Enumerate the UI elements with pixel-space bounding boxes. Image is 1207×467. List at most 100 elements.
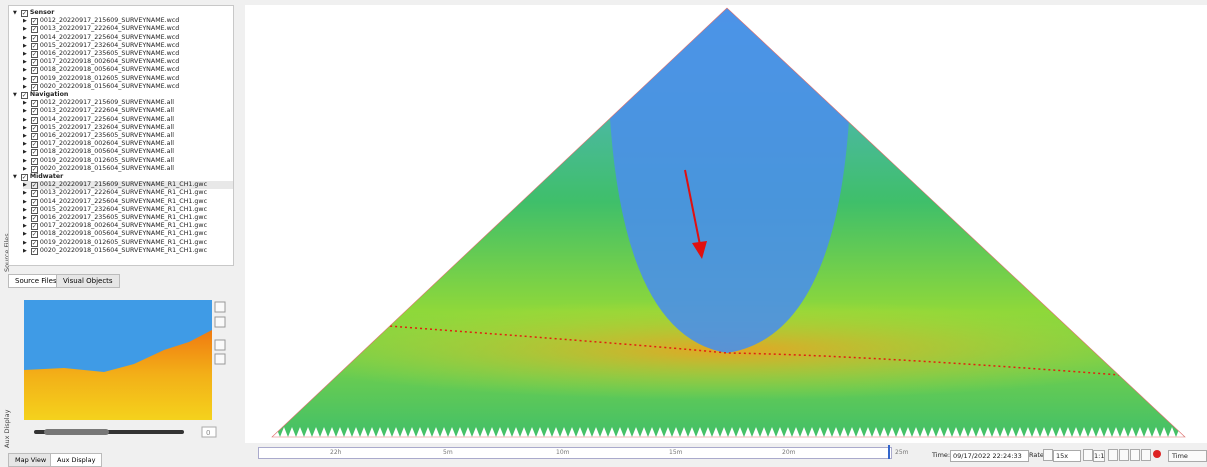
tree-item[interactable]: ▶✓0014_20220917_225604_SURVEYNAME_R1_CH1…	[23, 198, 207, 206]
tree-item[interactable]: ▶✓0019_20220918_012605_SURVEYNAME.all	[23, 157, 174, 165]
expander[interactable]: ▶	[23, 125, 27, 131]
checkbox[interactable]: ✓	[31, 158, 38, 165]
checkbox[interactable]: ✓	[21, 10, 28, 17]
checkbox[interactable]: ✓	[31, 67, 38, 74]
expander[interactable]: ▶	[23, 43, 27, 49]
tree-group[interactable]: ▼✓Navigation	[13, 91, 68, 99]
checkbox[interactable]: ✓	[21, 174, 28, 181]
tree-item[interactable]: ▶✓0014_20220917_225604_SURVEYNAME.wcd	[23, 34, 179, 42]
checkbox[interactable]: ✓	[31, 149, 38, 156]
slower-button[interactable]	[1043, 449, 1053, 461]
tool-button[interactable]	[215, 340, 225, 350]
expander[interactable]: ▶	[23, 190, 27, 196]
expander[interactable]: ▶	[23, 59, 27, 65]
tree-group[interactable]: ▼✓Midwater	[13, 173, 63, 181]
checkbox[interactable]: ✓	[31, 51, 38, 58]
checkbox[interactable]: ✓	[31, 43, 38, 50]
expander[interactable]: ▼	[13, 174, 17, 180]
checkbox[interactable]: ✓	[31, 59, 38, 66]
tree-item[interactable]: ▶✓0012_20220917_215609_SURVEYNAME.wcd	[23, 17, 179, 25]
tree-item[interactable]: ▶✓0015_20220917_232604_SURVEYNAME.all	[23, 124, 174, 132]
expander[interactable]: ▶	[23, 35, 27, 41]
expander[interactable]: ▶	[23, 207, 27, 213]
checkbox[interactable]: ✓	[31, 166, 38, 173]
tool-button[interactable]	[215, 317, 225, 327]
tab[interactable]: Visual Objects	[56, 274, 120, 288]
expander[interactable]: ▶	[23, 51, 27, 57]
checkbox[interactable]: ✓	[31, 76, 38, 83]
tree-item[interactable]: ▶✓0018_20220918_005604_SURVEYNAME.all	[23, 148, 174, 156]
tool-button[interactable]	[215, 302, 225, 312]
ratio-button[interactable]: 1:1	[1093, 450, 1105, 462]
checkbox[interactable]: ✓	[31, 26, 38, 33]
expander[interactable]: ▶	[23, 108, 27, 114]
tree-item[interactable]: ▶✓0016_20220917_235605_SURVEYNAME.all	[23, 132, 174, 140]
tree-item[interactable]: ▶✓0020_20220918_015604_SURVEYNAME_R1_CH1…	[23, 247, 207, 255]
expander[interactable]: ▶	[23, 76, 27, 82]
timeline[interactable]	[258, 447, 892, 459]
expander[interactable]: ▶	[23, 248, 27, 254]
expander[interactable]: ▶	[23, 18, 27, 24]
tree-item[interactable]: ▶✓0012_20220917_215609_SURVEYNAME_R1_CH1…	[23, 181, 233, 189]
record-button[interactable]	[1153, 450, 1161, 458]
checkbox[interactable]: ✓	[31, 141, 38, 148]
tree-item[interactable]: ▶✓0017_20220918_002604_SURVEYNAME.all	[23, 140, 174, 148]
checkbox[interactable]: ✓	[31, 133, 38, 140]
mode-dropdown[interactable]: Time	[1168, 450, 1207, 462]
checkbox[interactable]: ✓	[31, 108, 38, 115]
checkbox[interactable]: ✓	[31, 35, 38, 42]
tree-item[interactable]: ▶✓0020_20220918_015604_SURVEYNAME.all	[23, 165, 174, 173]
checkbox[interactable]: ✓	[31, 18, 38, 25]
expander[interactable]: ▶	[23, 223, 27, 229]
checkbox[interactable]: ✓	[31, 190, 38, 197]
slider-thumb[interactable]	[44, 429, 109, 435]
expander[interactable]: ▶	[23, 166, 27, 172]
expander[interactable]: ▶	[23, 141, 27, 147]
checkbox[interactable]: ✓	[31, 182, 38, 189]
rewind-button[interactable]	[1108, 449, 1118, 461]
tree-item[interactable]: ▶✓0018_20220918_005604_SURVEYNAME_R1_CH1…	[23, 230, 207, 238]
expander[interactable]: ▶	[23, 84, 27, 90]
expander[interactable]: ▶	[23, 240, 27, 246]
stop-button[interactable]	[1130, 449, 1140, 461]
expander[interactable]: ▶	[23, 231, 27, 237]
tree-item[interactable]: ▶✓0013_20220917_222604_SURVEYNAME.wcd	[23, 25, 179, 33]
expander[interactable]: ▶	[23, 158, 27, 164]
expander[interactable]: ▶	[23, 100, 27, 106]
tree-item[interactable]: ▶✓0016_20220917_235605_SURVEYNAME_R1_CH1…	[23, 214, 207, 222]
checkbox[interactable]: ✓	[31, 117, 38, 124]
checkbox[interactable]: ✓	[31, 100, 38, 107]
tree-item[interactable]: ▶✓0013_20220917_222604_SURVEYNAME_R1_CH1…	[23, 189, 207, 197]
checkbox[interactable]: ✓	[31, 231, 38, 238]
end-button[interactable]	[1141, 449, 1151, 461]
expander[interactable]: ▶	[23, 215, 27, 221]
expander[interactable]: ▶	[23, 182, 27, 188]
expander[interactable]: ▼	[13, 92, 17, 98]
expander[interactable]: ▼	[13, 10, 17, 16]
expander[interactable]: ▶	[23, 133, 27, 139]
checkbox[interactable]: ✓	[31, 215, 38, 222]
tree-item[interactable]: ▶✓0014_20220917_225604_SURVEYNAME.all	[23, 116, 174, 124]
checkbox[interactable]: ✓	[31, 207, 38, 214]
checkbox[interactable]: ✓	[31, 84, 38, 91]
tree-item[interactable]: ▶✓0013_20220917_222604_SURVEYNAME.all	[23, 107, 174, 115]
checkbox[interactable]: ✓	[31, 240, 38, 247]
expander[interactable]: ▶	[23, 26, 27, 32]
tree-item[interactable]: ▶✓0017_20220918_002604_SURVEYNAME.wcd	[23, 58, 179, 66]
timeline-cursor[interactable]	[888, 445, 890, 459]
tree-item[interactable]: ▶✓0020_20220918_015604_SURVEYNAME.wcd	[23, 83, 179, 91]
expander[interactable]: ▶	[23, 67, 27, 73]
expander[interactable]: ▶	[23, 117, 27, 123]
tree-item[interactable]: ▶✓0019_20220918_012605_SURVEYNAME_R1_CH1…	[23, 239, 207, 247]
tree-group[interactable]: ▼✓Sensor	[13, 9, 54, 17]
expander[interactable]: ▶	[23, 199, 27, 205]
tree-item[interactable]: ▶✓0015_20220917_232604_SURVEYNAME_R1_CH1…	[23, 206, 207, 214]
tree-item[interactable]: ▶✓0015_20220917_232604_SURVEYNAME.wcd	[23, 42, 179, 50]
faster-button[interactable]	[1083, 449, 1093, 461]
tree-item[interactable]: ▶✓0016_20220917_235605_SURVEYNAME.wcd	[23, 50, 179, 58]
checkbox[interactable]: ✓	[31, 248, 38, 255]
checkbox[interactable]: ✓	[31, 125, 38, 132]
tree-item[interactable]: ▶✓0012_20220917_215609_SURVEYNAME.all	[23, 99, 174, 107]
checkbox[interactable]: ✓	[21, 92, 28, 99]
expander[interactable]: ▶	[23, 149, 27, 155]
